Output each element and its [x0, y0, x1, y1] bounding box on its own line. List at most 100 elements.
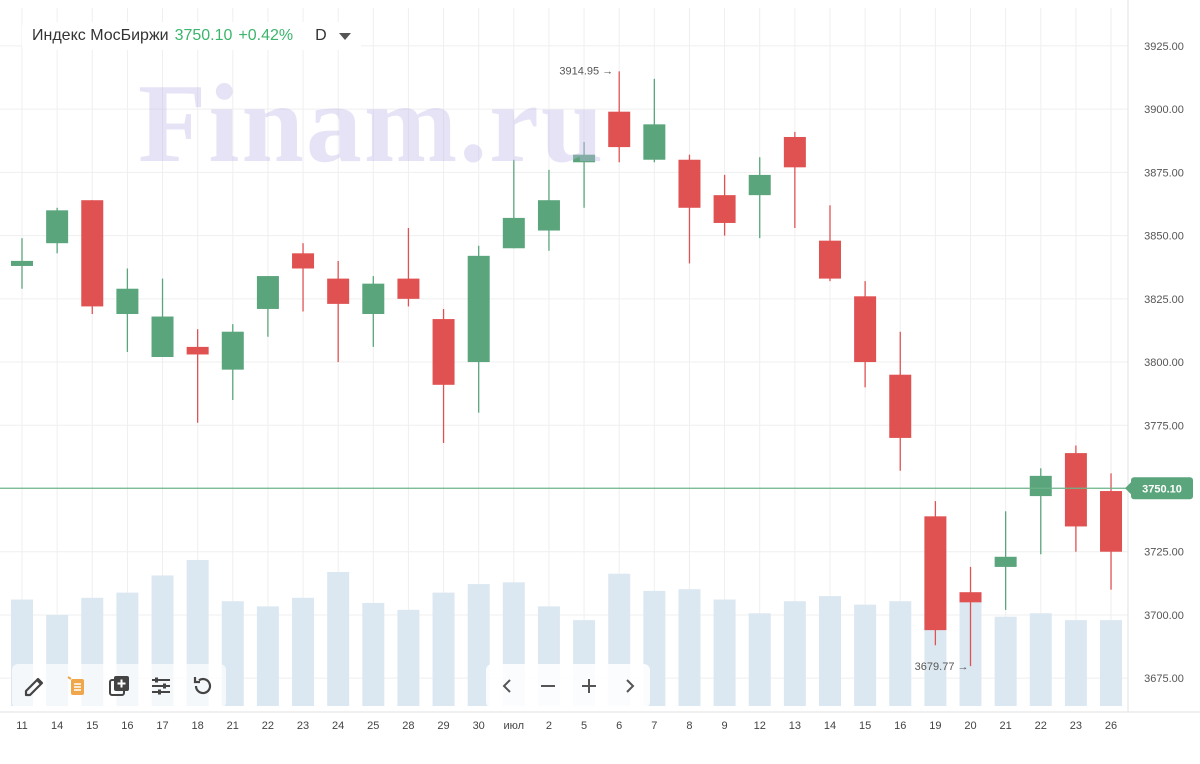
volume-bar — [1064, 620, 1087, 706]
y-tick-label: 3900.00 — [1144, 104, 1184, 116]
x-tick-label: 15 — [859, 720, 871, 732]
notes-icon — [67, 676, 84, 695]
last-price: 3750.10 — [174, 27, 233, 44]
volume-bar — [467, 584, 490, 706]
x-tick-label: 13 — [789, 720, 801, 732]
x-tick-label: 23 — [1070, 720, 1082, 732]
x-tick-label: 28 — [402, 720, 414, 732]
add-indicator-icon — [109, 676, 129, 696]
y-tick-label: 3775.00 — [1144, 420, 1184, 432]
volume-bar — [748, 613, 771, 706]
zoom-in-button[interactable] — [573, 671, 605, 701]
candle-body — [994, 556, 1017, 567]
y-tick-label: 3800.00 — [1144, 357, 1184, 369]
pencil-tool-button[interactable] — [20, 671, 50, 701]
instrument-name: Индекс МосБиржи — [32, 27, 169, 44]
reset-button[interactable] — [188, 671, 218, 701]
volume-bar — [783, 601, 806, 706]
candle-body — [678, 159, 701, 208]
timeframe-selector[interactable]: D — [315, 27, 351, 45]
notes-tool-button[interactable] — [62, 671, 92, 701]
y-tick-label: 3825.00 — [1144, 294, 1184, 306]
volume-bar — [397, 609, 420, 706]
settings-sliders-icon — [152, 677, 170, 695]
x-tick-label: 9 — [722, 720, 728, 732]
candle-body — [643, 124, 666, 160]
x-tick-label: 5 — [581, 720, 587, 732]
candle-body — [854, 296, 877, 363]
candle-body — [573, 154, 596, 163]
zoom-out-icon — [540, 685, 555, 687]
last-price-badge — [1131, 477, 1193, 500]
candle-body — [818, 240, 841, 279]
candle-body — [292, 253, 315, 269]
volume-bar — [1100, 620, 1123, 706]
candle-body — [889, 374, 912, 438]
candle-body — [502, 217, 525, 249]
volume-bar — [889, 601, 912, 706]
volume-bar — [818, 596, 841, 706]
chart-legend: Индекс МосБиржи 3750.10 +0.42% D — [22, 22, 361, 50]
x-tick-label: 8 — [686, 720, 692, 732]
y-tick-label: 3725.00 — [1144, 547, 1184, 559]
candle-body — [46, 210, 69, 244]
zoom-out-button[interactable] — [532, 671, 564, 701]
volume-bar — [292, 597, 315, 706]
x-tick-label: 16 — [894, 720, 906, 732]
x-tick-label: 29 — [437, 720, 449, 732]
candle-body — [116, 288, 139, 315]
candle-body — [713, 195, 736, 223]
candle-body — [467, 255, 490, 363]
drawing-toolbar — [12, 664, 226, 708]
y-tick-label: 3875.00 — [1144, 167, 1184, 179]
settings-button[interactable] — [146, 671, 176, 701]
candle-body — [924, 516, 947, 631]
high-marker-label: 3914.95 → — [559, 65, 613, 77]
x-tick-label: 17 — [156, 720, 168, 732]
reset-icon — [193, 677, 212, 695]
x-tick-label: 23 — [297, 720, 309, 732]
candle-body — [397, 278, 420, 299]
candle-body — [432, 319, 455, 385]
candle-body — [1100, 491, 1123, 552]
candle-body — [959, 592, 982, 603]
x-tick-label: 14 — [824, 720, 836, 732]
y-tick-label: 3700.00 — [1144, 610, 1184, 622]
scroll-left-icon — [502, 679, 511, 693]
x-tick-label: июл — [504, 720, 525, 732]
x-tick-label: 25 — [367, 720, 379, 732]
chevron-down-icon — [338, 32, 351, 40]
volume-bar — [854, 604, 877, 706]
candle-body — [1029, 475, 1052, 497]
x-tick-label: 21 — [1000, 720, 1012, 732]
volume-bar — [994, 616, 1017, 706]
candle-body — [608, 111, 631, 148]
candle-body — [748, 174, 771, 196]
x-tick-label: 16 — [121, 720, 133, 732]
zoom-toolbar — [486, 664, 650, 708]
x-tick-label: 15 — [86, 720, 98, 732]
scroll-left-button[interactable] — [491, 671, 523, 701]
low-marker-label: 3679.77 → — [915, 661, 969, 673]
x-tick-label: 24 — [332, 720, 344, 732]
add-indicator-button[interactable] — [104, 671, 134, 701]
y-tick-label: 3925.00 — [1144, 41, 1184, 53]
x-tick-label: 2 — [546, 720, 552, 732]
x-tick-label: 22 — [262, 720, 274, 732]
pencil-icon — [24, 677, 44, 697]
x-tick-label: 18 — [192, 720, 204, 732]
candle-body — [221, 331, 244, 370]
x-tick-label: 21 — [227, 720, 239, 732]
volume-bar — [327, 572, 350, 706]
candle-body — [537, 200, 560, 231]
volume-bar — [221, 601, 244, 706]
scroll-right-button[interactable] — [614, 671, 646, 701]
zoom-in-icon — [581, 679, 596, 693]
x-tick-label: 7 — [651, 720, 657, 732]
candle-body — [362, 283, 385, 315]
volume-bar — [362, 602, 385, 706]
x-tick-label: 11 — [16, 720, 27, 732]
volume-bar — [432, 592, 455, 706]
